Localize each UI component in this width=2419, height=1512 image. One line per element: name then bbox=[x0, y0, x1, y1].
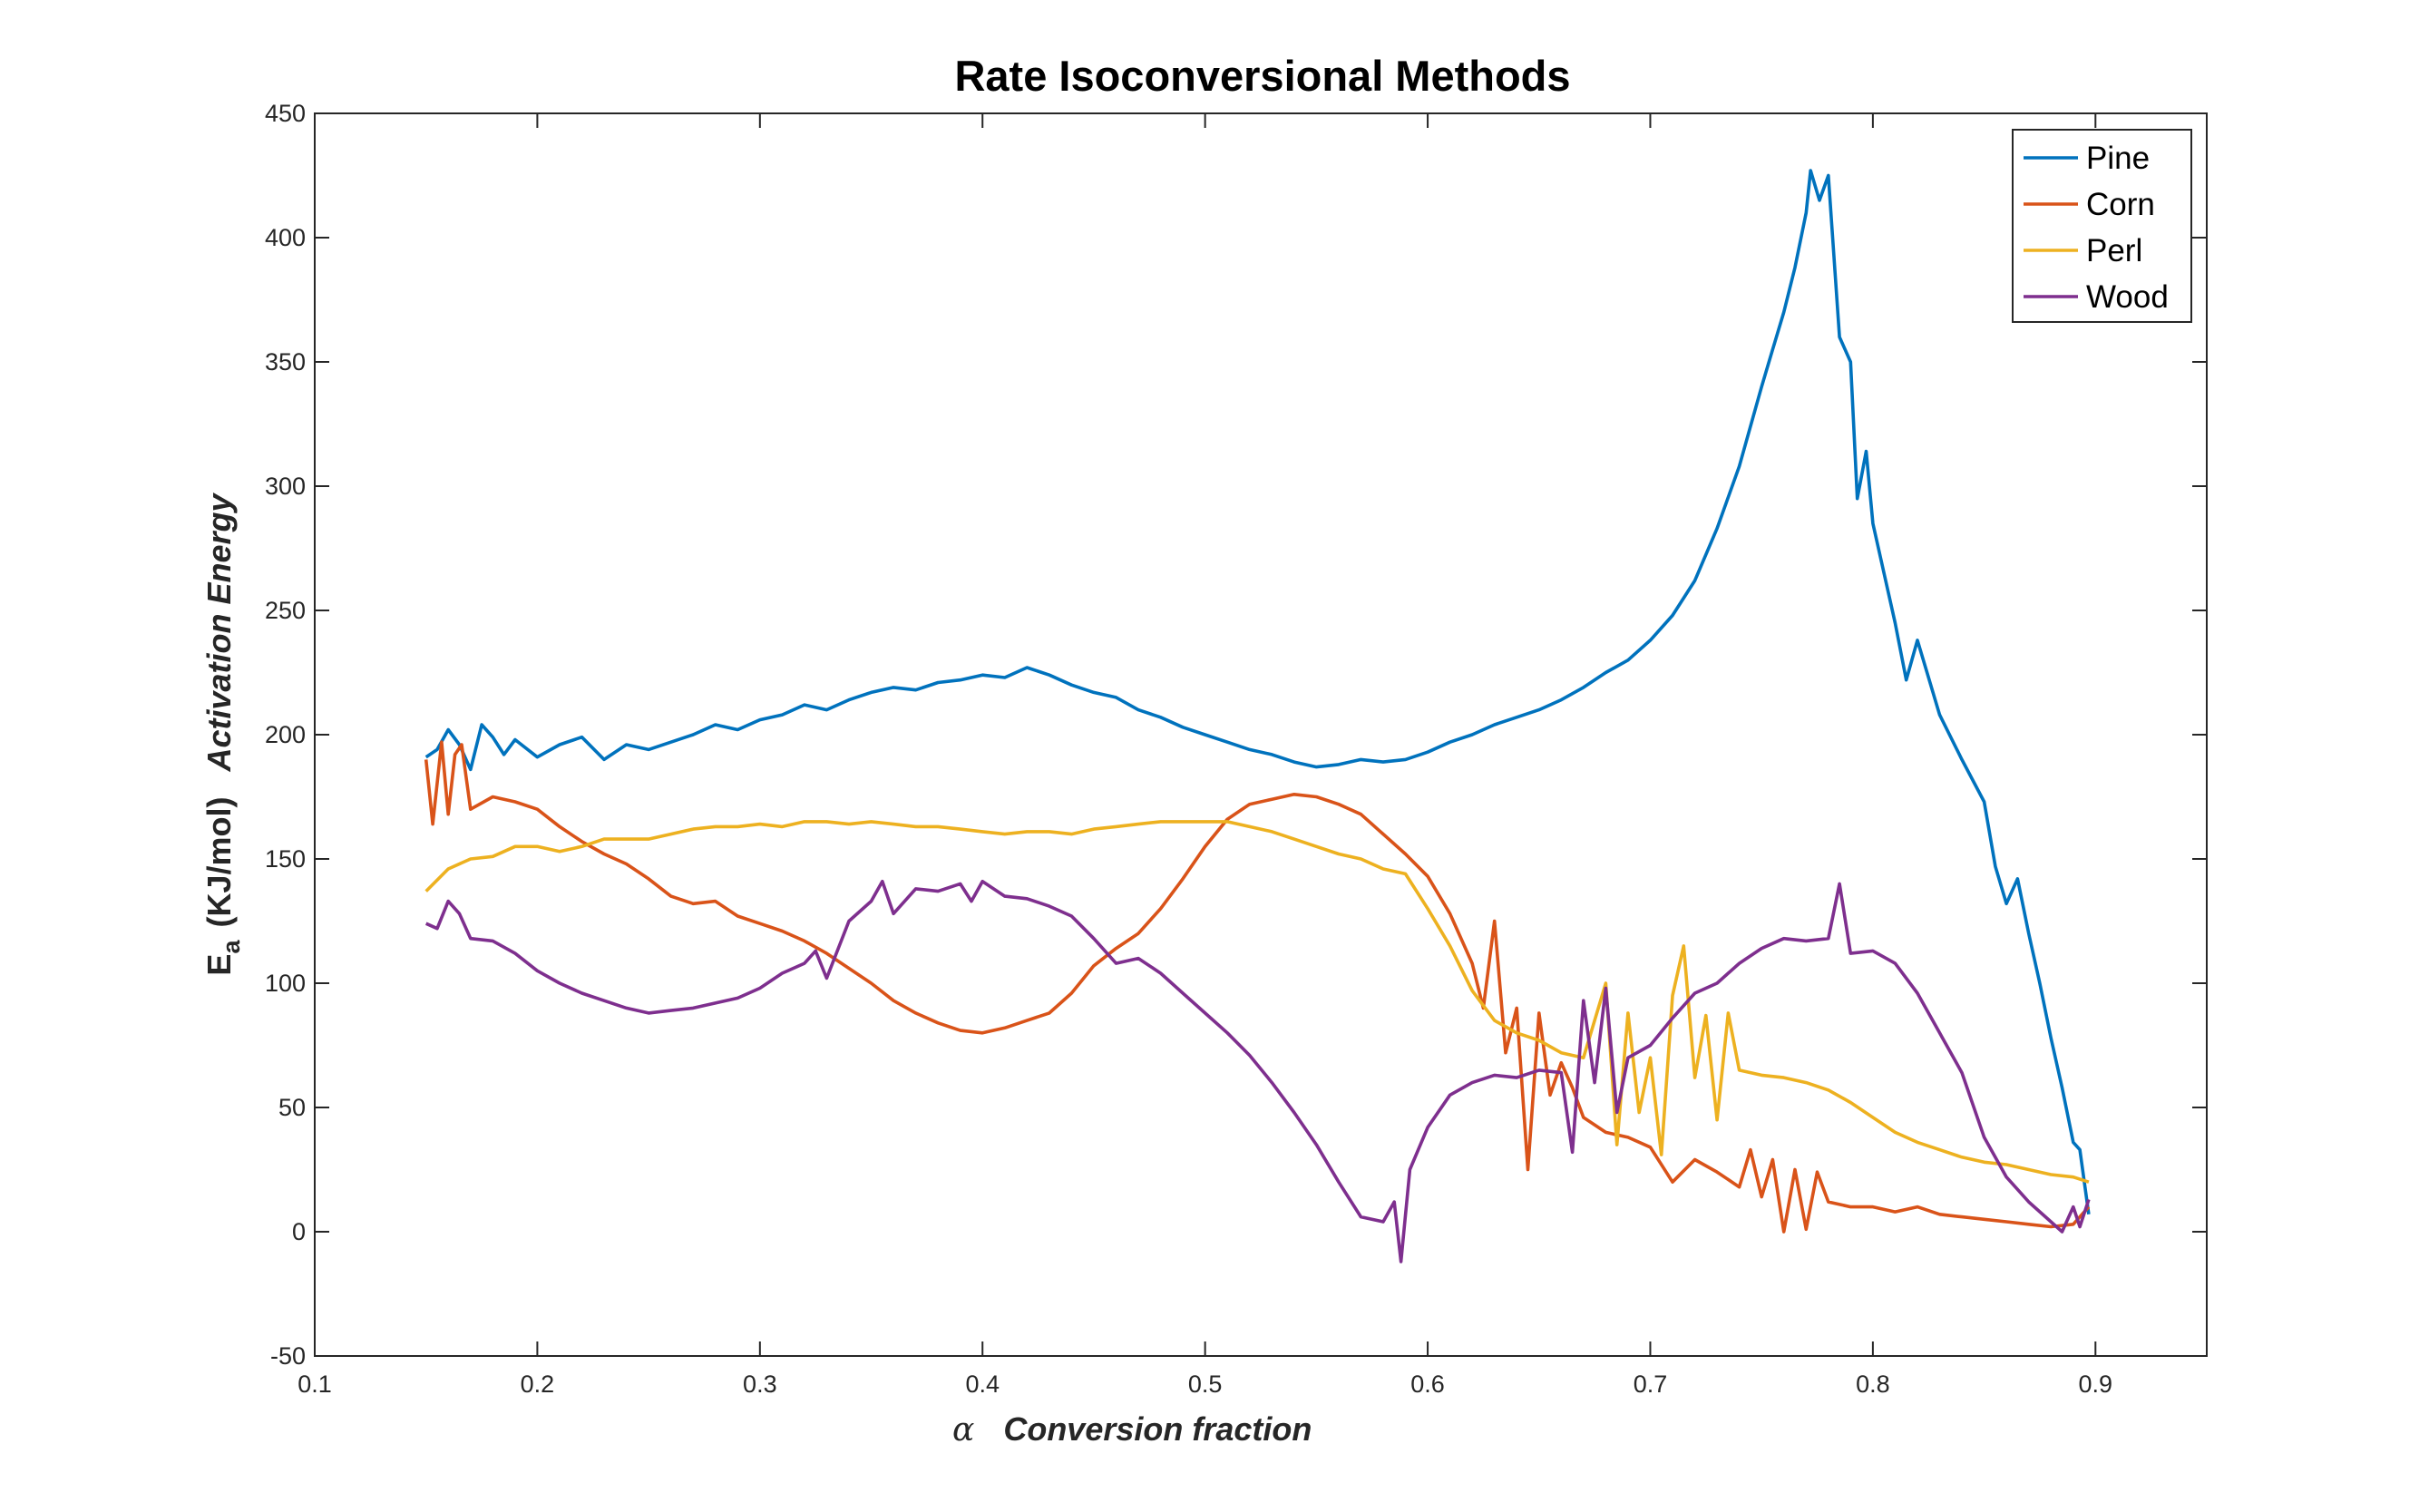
legend-label-corn: Corn bbox=[2086, 187, 2155, 222]
y-axis-main: E bbox=[200, 954, 238, 976]
series-line-pine bbox=[424, 169, 2091, 1215]
legend-label-wood: Wood bbox=[2086, 279, 2169, 315]
y-tick-label: 200 bbox=[265, 721, 306, 748]
y-tick-label: 400 bbox=[265, 224, 306, 251]
y-axis-ticks: -50 0 50 100 150 200 250 300 350 400 450 bbox=[265, 100, 2207, 1370]
y-tick-label: 250 bbox=[265, 597, 306, 624]
series-layer bbox=[424, 169, 2091, 1263]
x-axis-symbol: α bbox=[952, 1411, 974, 1449]
x-tick-label: 0.7 bbox=[1634, 1371, 1668, 1398]
x-tick-label: 0.8 bbox=[1856, 1371, 1890, 1398]
x-axis-text: Conversion fraction bbox=[1003, 1410, 1312, 1448]
x-axis-ticks: 0.1 0.2 0.3 0.4 0.5 0.6 0.7 0.8 0.9 bbox=[297, 113, 2112, 1398]
y-tick-label: 50 bbox=[278, 1094, 306, 1121]
y-tick-label: 450 bbox=[265, 100, 306, 127]
legend-box bbox=[2012, 129, 2192, 323]
y-axis-label: Ea (KJ/mol) Activation Energy bbox=[200, 492, 245, 975]
y-tick-label: 350 bbox=[265, 348, 306, 376]
x-tick-label: 0.6 bbox=[1410, 1371, 1445, 1398]
legend-label-pine: Pine bbox=[2086, 141, 2150, 176]
y-tick-label: 0 bbox=[292, 1218, 306, 1245]
x-tick-label: 0.5 bbox=[1188, 1371, 1223, 1398]
x-tick-label: 0.1 bbox=[297, 1371, 332, 1398]
series-line-wood bbox=[424, 879, 2091, 1263]
y-tick-label: -50 bbox=[270, 1342, 306, 1370]
x-axis-label: α Conversion fraction bbox=[952, 1410, 1312, 1449]
y-tick-label: 100 bbox=[265, 970, 306, 997]
y-tick-label: 150 bbox=[265, 845, 306, 873]
x-tick-label: 0.9 bbox=[2079, 1371, 2113, 1398]
chart-title: Rate Isoconversional Methods bbox=[954, 52, 1570, 100]
plot-area bbox=[314, 112, 2208, 1357]
x-tick-label: 0.4 bbox=[965, 1371, 1000, 1398]
y-axis-text: Activation Energy bbox=[200, 492, 238, 772]
series-line-perl bbox=[424, 820, 2090, 1184]
y-axis-sub: a bbox=[218, 940, 245, 954]
y-tick-label: 300 bbox=[265, 473, 306, 500]
legend: Pine Corn Perl Wood bbox=[2012, 129, 2192, 323]
x-tick-label: 0.2 bbox=[521, 1371, 555, 1398]
x-tick-label: 0.3 bbox=[743, 1371, 777, 1398]
y-axis-unit: (KJ/mol) bbox=[200, 797, 238, 928]
series-line-corn bbox=[424, 740, 2091, 1234]
legend-label-perl: Perl bbox=[2086, 233, 2142, 268]
legend-items: Pine Corn Perl Wood bbox=[2024, 141, 2169, 315]
